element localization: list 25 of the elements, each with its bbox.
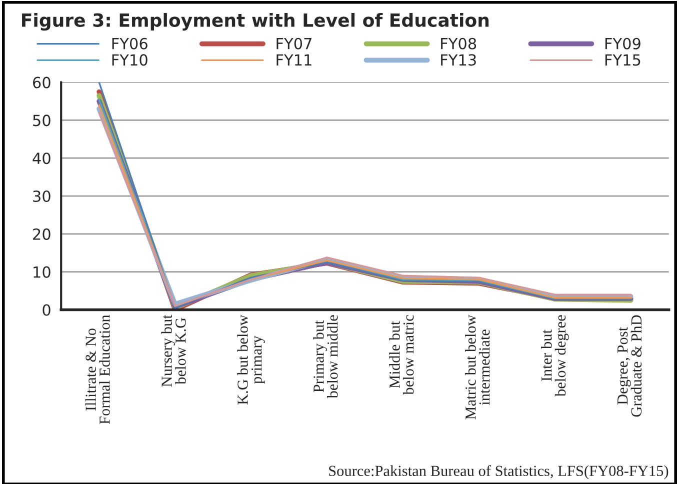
- source-note: Source:Pakistan Bureau of Statistics, LFS(FY08-FY15): [329, 465, 668, 480]
- y-tick-label: 50: [33, 114, 50, 126]
- legend-label: FY08: [441, 38, 476, 50]
- legend-label: FY07: [276, 38, 312, 50]
- y-tick-label: 30: [33, 190, 50, 202]
- y-tick-label: 10: [34, 266, 50, 278]
- x-tick-label: Inter but below degree: [540, 315, 569, 396]
- x-tick-label: Middle but below matric: [389, 315, 414, 395]
- legend-label: FY15: [605, 54, 640, 66]
- legend-label: FY06: [112, 38, 148, 50]
- legend-label: FY10: [112, 54, 148, 66]
- x-tick-label: Matric but below intermediate: [465, 314, 490, 420]
- x-tick-label: Degree, Post Graduate & PhD: [618, 315, 642, 417]
- chart-title: Figure 3: Employment with Level of Education: [22, 12, 489, 31]
- y-tick-label: 20: [33, 228, 50, 240]
- legend-label: FY13: [441, 54, 476, 66]
- x-tick-label: Nursery but below K.G: [161, 314, 186, 387]
- y-tick-label: 0: [42, 304, 50, 316]
- legend-label: FY11: [276, 54, 312, 66]
- x-tick-label: K.G but below primary: [237, 314, 265, 405]
- legend-label: FY09: [605, 38, 640, 50]
- x-tick-label: Illitrate & No Formal Education: [85, 314, 110, 424]
- x-tick-label: Primary but below middle: [313, 315, 338, 398]
- y-tick-label: 60: [33, 76, 50, 88]
- y-tick-label: 40: [32, 152, 50, 164]
